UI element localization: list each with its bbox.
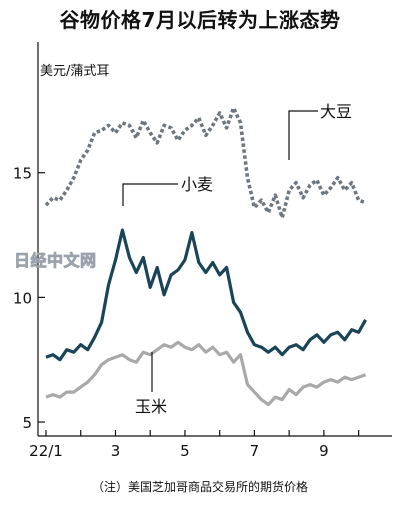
- series-line-2: [45, 340, 367, 407]
- series-line-0: [44, 106, 367, 220]
- x-tick-label: 9: [319, 442, 329, 460]
- x-tick-label: 22/1: [29, 442, 63, 460]
- x-axis: 22/1 3 5 7 9: [29, 430, 392, 460]
- x-tick-label: 7: [250, 442, 260, 460]
- series-label-corn: 玉米: [135, 397, 167, 416]
- watermark-text: 日经中文网: [14, 251, 97, 270]
- leader-line-soybean: [288, 110, 318, 160]
- x-tick-label: 5: [180, 442, 190, 460]
- series-line-1: [45, 228, 367, 362]
- series-lines: [44, 106, 367, 407]
- y-tick-label: 10: [13, 289, 32, 307]
- series-label-soybean: 大豆: [320, 102, 352, 121]
- y-axis-unit-label: 美元/蒲式耳: [40, 64, 110, 79]
- footnote: （注）美国芝加哥商品交易所的期货价格: [91, 480, 308, 494]
- series-label-wheat: 小麦: [181, 175, 213, 194]
- y-tick-label: 5: [22, 414, 32, 432]
- leader-line-wheat: [122, 183, 178, 206]
- chart-title: 谷物价格7月以后转为上涨态势: [59, 8, 341, 32]
- y-axis: 5 10 15: [13, 42, 45, 436]
- y-tick-label: 15: [13, 165, 32, 183]
- x-tick-label: 3: [111, 442, 121, 460]
